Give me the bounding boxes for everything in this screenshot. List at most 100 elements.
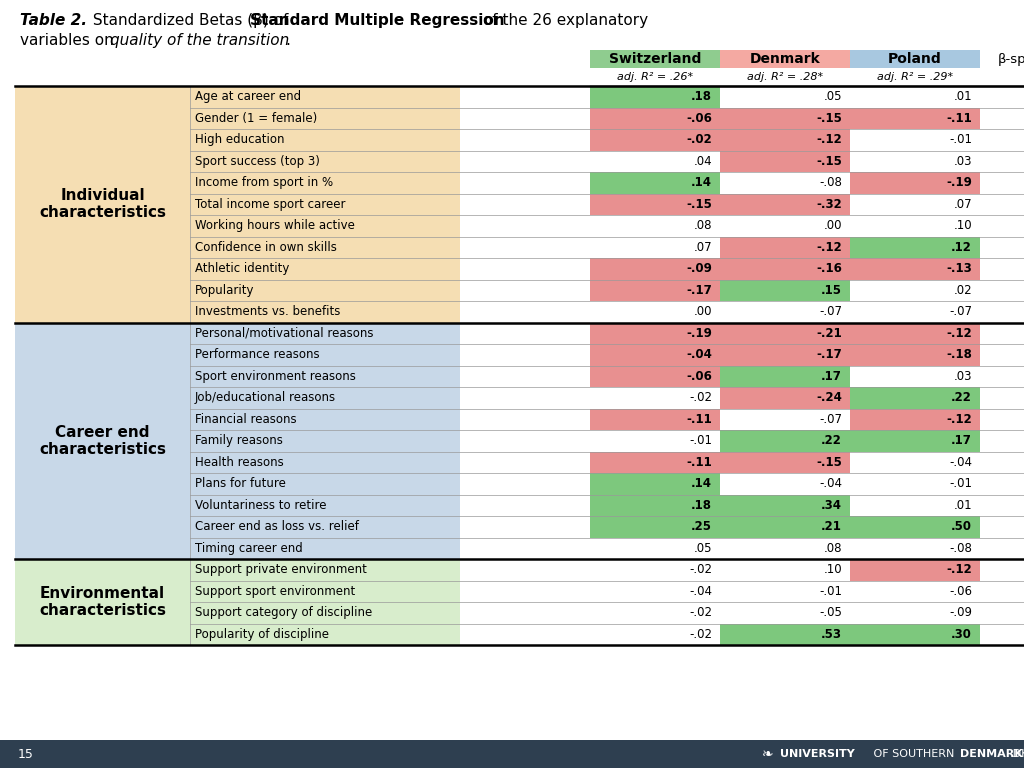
Text: Family reasons: Family reasons — [195, 434, 283, 447]
Text: Standardized Betas (β) of: Standardized Betas (β) of — [88, 13, 293, 28]
Text: Career end as loss vs. relief: Career end as loss vs. relief — [195, 520, 358, 533]
Bar — [850, 581, 980, 602]
Text: -.09: -.09 — [949, 606, 972, 619]
Bar — [980, 323, 1024, 344]
Bar — [850, 366, 980, 387]
Bar — [850, 301, 980, 323]
Bar — [720, 50, 850, 68]
Text: -.11: -.11 — [946, 112, 972, 124]
Bar — [720, 581, 850, 602]
Text: -.09: -.09 — [686, 262, 712, 275]
Bar — [850, 538, 980, 559]
Bar — [590, 624, 720, 645]
Text: Personal/motivational reasons: Personal/motivational reasons — [195, 326, 374, 339]
Text: -.04: -.04 — [819, 477, 842, 490]
Text: Popularity: Popularity — [195, 283, 255, 296]
Text: .22: .22 — [821, 434, 842, 447]
Bar — [590, 581, 720, 602]
Bar — [15, 624, 460, 645]
Text: .00: .00 — [823, 219, 842, 232]
Text: Timing career end: Timing career end — [195, 541, 303, 554]
Text: Sport environment reasons: Sport environment reasons — [195, 369, 356, 382]
Bar — [980, 151, 1024, 172]
Bar — [15, 172, 460, 194]
Text: .34: .34 — [821, 498, 842, 511]
Text: .30: .30 — [951, 627, 972, 641]
Text: -.17: -.17 — [816, 348, 842, 361]
Text: adj. R² = .28*: adj. R² = .28* — [746, 72, 823, 82]
Text: -.04: -.04 — [686, 348, 712, 361]
Bar — [590, 387, 720, 409]
Text: Table 2.: Table 2. — [20, 13, 87, 28]
Text: -.07: -.07 — [819, 412, 842, 425]
Bar — [590, 323, 720, 344]
Bar — [980, 473, 1024, 495]
Text: .10: .10 — [823, 563, 842, 576]
Bar — [980, 344, 1024, 366]
Bar — [980, 366, 1024, 387]
Text: -.15: -.15 — [816, 154, 842, 167]
Bar — [15, 194, 460, 215]
Text: .50: .50 — [951, 520, 972, 533]
Text: .02: .02 — [953, 283, 972, 296]
Text: -.19: -.19 — [946, 176, 972, 189]
Text: variables on: variables on — [20, 33, 119, 48]
Text: ❧: ❧ — [762, 747, 773, 761]
Text: -.16: -.16 — [816, 262, 842, 275]
Text: Sport success (top 3): Sport success (top 3) — [195, 154, 319, 167]
Bar — [850, 473, 980, 495]
Text: Income from sport in %: Income from sport in % — [195, 176, 333, 189]
Bar — [720, 323, 850, 344]
Text: .18: .18 — [691, 498, 712, 511]
Bar — [720, 495, 850, 516]
Bar — [720, 366, 850, 387]
Bar — [720, 538, 850, 559]
Text: of the 26 explanatory: of the 26 explanatory — [478, 13, 648, 28]
Bar — [850, 258, 980, 280]
Text: -.02: -.02 — [689, 563, 712, 576]
Text: -.01: -.01 — [949, 134, 972, 146]
Bar — [15, 452, 460, 473]
Text: Support category of discipline: Support category of discipline — [195, 606, 373, 619]
Text: -.08: -.08 — [949, 541, 972, 554]
Text: -.32: -.32 — [816, 197, 842, 210]
Bar — [850, 387, 980, 409]
Bar — [850, 280, 980, 301]
Bar — [980, 624, 1024, 645]
Bar — [980, 452, 1024, 473]
Text: Individual
characteristics: Individual characteristics — [39, 188, 166, 220]
Text: -.02: -.02 — [689, 606, 712, 619]
Text: .: . — [285, 33, 290, 48]
Text: adj. R² = .26*: adj. R² = .26* — [616, 72, 693, 82]
Text: -.12: -.12 — [946, 326, 972, 339]
Bar — [980, 237, 1024, 258]
Bar — [850, 215, 980, 237]
Text: Job/educational reasons: Job/educational reasons — [195, 391, 336, 404]
Text: Confidence in own skills: Confidence in own skills — [195, 240, 337, 253]
Bar — [980, 172, 1024, 194]
Text: .17: .17 — [951, 434, 972, 447]
Text: -.01: -.01 — [689, 434, 712, 447]
Bar — [850, 194, 980, 215]
Bar — [720, 280, 850, 301]
Bar — [980, 258, 1024, 280]
Text: Career end
characteristics: Career end characteristics — [39, 425, 166, 457]
Text: Working hours while active: Working hours while active — [195, 219, 355, 232]
Text: Poland: Poland — [888, 52, 942, 66]
Bar — [850, 86, 980, 108]
Text: Support sport environment: Support sport environment — [195, 584, 355, 598]
Text: .22: .22 — [951, 391, 972, 404]
Bar — [720, 151, 850, 172]
Bar — [850, 237, 980, 258]
Bar — [850, 108, 980, 129]
Bar — [850, 151, 980, 172]
Text: Switzerland: Switzerland — [609, 52, 701, 66]
Bar — [590, 280, 720, 301]
Bar — [15, 409, 460, 430]
Bar — [850, 323, 980, 344]
Text: 15: 15 — [18, 747, 34, 760]
Bar — [850, 50, 980, 68]
Bar — [980, 108, 1024, 129]
Bar — [850, 624, 980, 645]
Bar — [15, 602, 460, 624]
